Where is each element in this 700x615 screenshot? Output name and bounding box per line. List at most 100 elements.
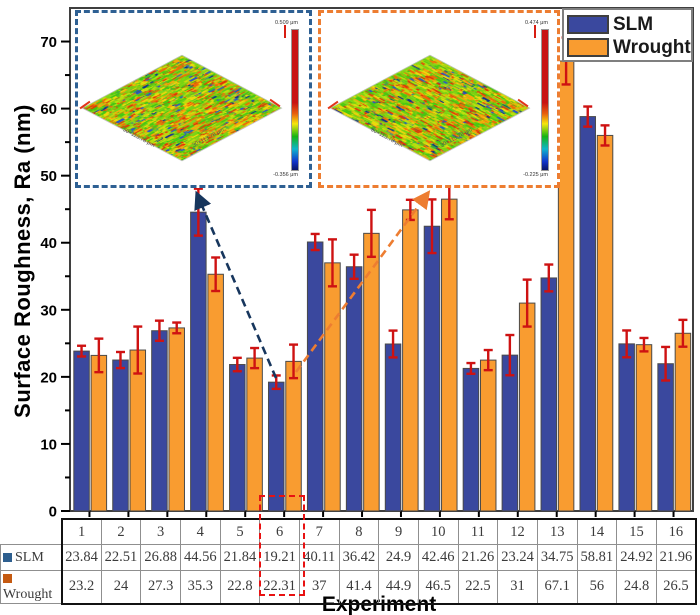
- legend-swatch-wrought: [567, 38, 609, 57]
- y-tick-label: 50: [40, 168, 57, 185]
- bar-wrought-6: [286, 361, 302, 511]
- table-cell: 31: [498, 571, 538, 604]
- legend-label-wrought: Wrought: [613, 37, 691, 59]
- profile-spike: [534, 25, 536, 38]
- table-cell: 22.5: [458, 571, 498, 604]
- y-tick-label: 40: [40, 235, 57, 252]
- legend-item-slm: SLM: [567, 13, 691, 36]
- legend-swatch-slm: [567, 15, 609, 34]
- bar-slm-8: [346, 267, 362, 511]
- inset-slm-surface: 50×113.78 μm 30×113.78 μm 0.509 μm -0.35…: [75, 10, 312, 188]
- scale-min-label: -0.356 μm: [258, 172, 298, 178]
- inset-wrought-surface: 50×113.78 μm 30×113.78 μm 0.474 μm -0.22…: [318, 10, 560, 188]
- bar-slm-3: [152, 331, 168, 511]
- bar-slm-13: [541, 278, 557, 511]
- bar-slm-4: [191, 212, 207, 511]
- table-cell: 26.88: [141, 545, 181, 571]
- bar-wrought-16: [675, 333, 691, 511]
- y-tick-label: 10: [40, 436, 57, 453]
- data-table: 1 2 3 4 5 6 7 8 9 10 11 12 13 14 15 16 SLM 23.84 22.51 26.8…: [0, 518, 697, 605]
- table-cell: 22.51: [101, 545, 141, 571]
- table-cell: 56: [577, 571, 617, 604]
- bar-wrought-11: [480, 360, 496, 511]
- table-cell: 44.9: [379, 571, 419, 604]
- y-axis-label: Surface Roughness, Ra (nm): [10, 11, 42, 511]
- table-cell: 40.11: [299, 545, 339, 571]
- table-col-header: 4: [180, 519, 220, 545]
- bar-slm-5: [230, 365, 246, 511]
- y-tick-label: 30: [40, 302, 57, 319]
- bar-slm-14: [580, 117, 596, 511]
- color-scale-bar: [541, 29, 549, 171]
- bar-wrought-12: [519, 303, 535, 511]
- scale-max-label: 0.474 μm: [508, 20, 548, 26]
- afm-surface-image-wrought: [330, 55, 531, 161]
- table-cell: 22.8: [220, 571, 260, 604]
- bar-slm-15: [619, 344, 635, 511]
- table-col-header: 13: [537, 519, 577, 545]
- bar-wrought-9: [403, 210, 419, 511]
- table-row-header: SLM: [1, 545, 62, 571]
- scale-max-label: 0.509 μm: [258, 20, 298, 26]
- table-cell: 46.5: [418, 571, 458, 604]
- table-col-header: 11: [458, 519, 498, 545]
- table-cell: 24: [101, 571, 141, 604]
- bar-wrought-7: [325, 263, 341, 511]
- bar-slm-11: [463, 368, 479, 511]
- bar-wrought-13: [558, 61, 574, 511]
- chart-legend: SLM Wrought: [562, 8, 693, 62]
- table-cell: 42.46: [418, 545, 458, 571]
- table-col-header: 16: [656, 519, 696, 545]
- bar-wrought-5: [247, 358, 263, 511]
- data-table-wrap: 1 2 3 4 5 6 7 8 9 10 11 12 13 14 15 16 SLM 23.84 22.51 26.8…: [0, 518, 700, 605]
- table-cell: 27.3: [141, 571, 181, 604]
- table-cell: 23.84: [62, 545, 102, 571]
- bar-slm-12: [502, 355, 518, 511]
- bar-wrought-15: [636, 345, 652, 511]
- legend-label-slm: SLM: [613, 14, 653, 36]
- table-cell: 58.81: [577, 545, 617, 571]
- table-cell: 24.92: [617, 545, 657, 571]
- bar-slm-2: [113, 360, 129, 511]
- table-cell: 24.9: [379, 545, 419, 571]
- bar-slm-16: [658, 364, 674, 511]
- table-col-header: 15: [617, 519, 657, 545]
- afm-surface-image-slm: [82, 55, 283, 161]
- y-tick-label: 20: [40, 369, 57, 386]
- table-cell: 26.5: [656, 571, 696, 604]
- bar-wrought-4: [208, 274, 224, 511]
- table-corner: [1, 519, 62, 545]
- table-cell: 35.3: [180, 571, 220, 604]
- table-col-header: 12: [498, 519, 538, 545]
- bar-slm-10: [424, 226, 440, 511]
- bar-slm-1: [74, 351, 90, 511]
- legend-item-wrought: Wrought: [567, 36, 691, 59]
- table-col-header: 1: [62, 519, 102, 545]
- figure-root: 0 10 20 30 40 50 60 70 Surface Roughness, Ra (n…: [0, 0, 700, 615]
- bar-wrought-10: [442, 199, 458, 511]
- table-col-header: 8: [339, 519, 379, 545]
- table-cell: 41.4: [339, 571, 379, 604]
- table-row-header: Wrought: [1, 571, 62, 604]
- table-col-header: 5: [220, 519, 260, 545]
- bar-wrought-3: [169, 328, 185, 511]
- table-col-header: 9: [379, 519, 419, 545]
- table-cell: 23.2: [62, 571, 102, 604]
- bar-slm-9: [385, 344, 401, 511]
- color-scale-bar: [291, 29, 299, 171]
- bar-wrought-1: [91, 355, 107, 511]
- table-col-header: 2: [101, 519, 141, 545]
- table-cell: 36.42: [339, 545, 379, 571]
- scale-min-label: -0.225 μm: [508, 172, 548, 178]
- y-tick-label: 60: [40, 101, 57, 118]
- table-cell: 44.56: [180, 545, 220, 571]
- table-cell: 37: [299, 571, 339, 604]
- profile-spike: [284, 25, 286, 38]
- table-cell: 23.24: [498, 545, 538, 571]
- table-col-header: 14: [577, 519, 617, 545]
- table-col-header: 3: [141, 519, 181, 545]
- table-cell: 24.8: [617, 571, 657, 604]
- series-marker: [3, 553, 12, 562]
- series-marker: [3, 574, 12, 583]
- table-cell: 34.75: [537, 545, 577, 571]
